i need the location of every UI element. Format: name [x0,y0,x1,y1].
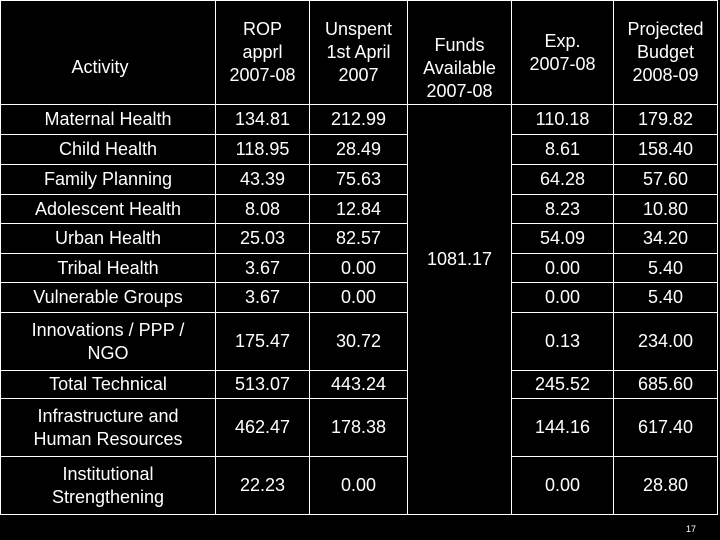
table-row: Tribal Health 3.67 0.00 0.00 5.40 [0,253,718,283]
page-number: 17 [685,524,696,534]
cell-unspent: 82.57 [309,223,408,254]
header-funds-line3: 2007-08 [426,80,493,101]
cell-unspent: 30.72 [309,312,408,371]
cell-unspent: 0.00 [309,253,408,283]
cell-activity: Family Planning [0,164,216,195]
budget-table: Activity ROP apprl 2007-08 Unspent 1st A… [0,0,718,515]
cell-unspent: 75.63 [309,164,408,195]
header-activity: Activity [0,0,216,105]
cell-unspent: 0.00 [309,456,408,515]
cell-unspent: 443.24 [309,370,408,399]
cell-rop: 134.81 [215,104,310,135]
cell-rop: 462.47 [215,398,310,457]
header-projected-line3: 2008-09 [632,65,699,85]
cell-exp: 144.16 [511,398,614,457]
header-unspent-line1: Unspent [324,19,393,39]
cell-activity: Maternal Health [0,104,216,135]
cell-exp: 8.23 [511,194,614,224]
cell-exp: 0.00 [511,282,614,313]
header-unspent: Unspent 1st April 2007 [309,0,408,105]
cell-rop: 22.23 [215,456,310,515]
cell-rop: 3.67 [215,253,310,283]
cell-rop: 175.47 [215,312,310,371]
header-projected-line1: Projected [627,19,704,39]
cell-exp: 0.13 [511,312,614,371]
table-row: Innovations / PPP / NGO 175.47 30.72 0.1… [0,312,718,371]
table-row: Family Planning 43.39 75.63 64.28 57.60 [0,164,718,195]
header-activity-label: Activity [71,57,129,77]
header-rop-line2: apprl [242,42,283,62]
cell-projected: 158.40 [613,134,718,165]
cell-activity: Tribal Health [0,253,216,283]
header-rop-line3: 2007-08 [229,65,296,85]
cell-rop: 8.08 [215,194,310,224]
cell-unspent: 0.00 [309,282,408,313]
header-unspent-line2: 1st April [326,42,391,62]
cell-activity: Infrastructure and Human Resources [0,398,216,457]
cell-rop: 25.03 [215,223,310,254]
cell-activity: Total Technical [0,370,216,399]
cell-projected: 34.20 [613,223,718,254]
header-exp-line2: 2007-08 [529,53,596,74]
table-row: Urban Health 25.03 82.57 54.09 34.20 [0,223,718,254]
cell-projected: 179.82 [613,104,718,135]
table-row: Adolescent Health 8.08 12.84 8.23 10.80 [0,194,718,224]
cell-projected: 617.40 [613,398,718,457]
cell-exp: 245.52 [511,370,614,399]
cell-activity: Urban Health [0,223,216,254]
cell-exp: 0.00 [511,253,614,283]
table-row: Infrastructure and Human Resources 462.4… [0,398,718,457]
cell-exp: 110.18 [511,104,614,135]
cell-projected: 57.60 [613,164,718,195]
cell-projected: 28.80 [613,456,718,515]
header-projected: Projected Budget 2008-09 [613,0,718,105]
cell-unspent: 178.38 [309,398,408,457]
cell-rop: 513.07 [215,370,310,399]
header-rop: ROP apprl 2007-08 [215,0,310,105]
header-projected-line2: Budget [636,42,695,62]
cell-projected: 5.40 [613,253,718,283]
cell-unspent: 212.99 [309,104,408,135]
table-row: Vulnerable Groups 3.67 0.00 0.00 5.40 [0,282,718,313]
cell-exp: 64.28 [511,164,614,195]
cell-activity: Child Health [0,134,216,165]
table-row: Total Technical 513.07 443.24 245.52 685… [0,370,718,399]
cell-activity: Vulnerable Groups [0,282,216,313]
cell-projected: 10.80 [613,194,718,224]
header-funds: Funds Available 2007-08 [407,0,512,105]
table-row: Child Health 118.95 28.49 8.61 158.40 [0,134,718,165]
cell-rop: 118.95 [215,134,310,165]
header-unspent-line3: 2007 [338,65,379,85]
header-funds-line2: Available [423,57,496,78]
cell-unspent: 28.49 [309,134,408,165]
header-exp-line1: Exp. [544,30,581,51]
funds-total-value: 1081.17 [426,249,493,269]
cell-activity: Institutional Strengthening [0,456,216,515]
cell-projected: 685.60 [613,370,718,399]
cell-rop: 3.67 [215,282,310,313]
header-funds-line1: Funds [434,34,485,55]
cell-exp: 54.09 [511,223,614,254]
cell-activity: Adolescent Health [0,194,216,224]
header-rop-line1: ROP [242,19,282,39]
cell-projected: 234.00 [613,312,718,371]
cell-unspent: 12.84 [309,194,408,224]
table-row: Maternal Health 134.81 212.99 1081.17 11… [0,104,718,515]
cell-projected: 5.40 [613,282,718,313]
cell-activity: Innovations / PPP / NGO [0,312,216,371]
table-row: Institutional Strengthening 22.23 0.00 0… [0,456,718,515]
cell-exp: 0.00 [511,456,614,515]
header-exp: Exp. 2007-08 [511,0,614,105]
cell-rop: 43.39 [215,164,310,195]
cell-funds-total: 1081.17 [407,104,512,515]
cell-exp: 8.61 [511,134,614,165]
